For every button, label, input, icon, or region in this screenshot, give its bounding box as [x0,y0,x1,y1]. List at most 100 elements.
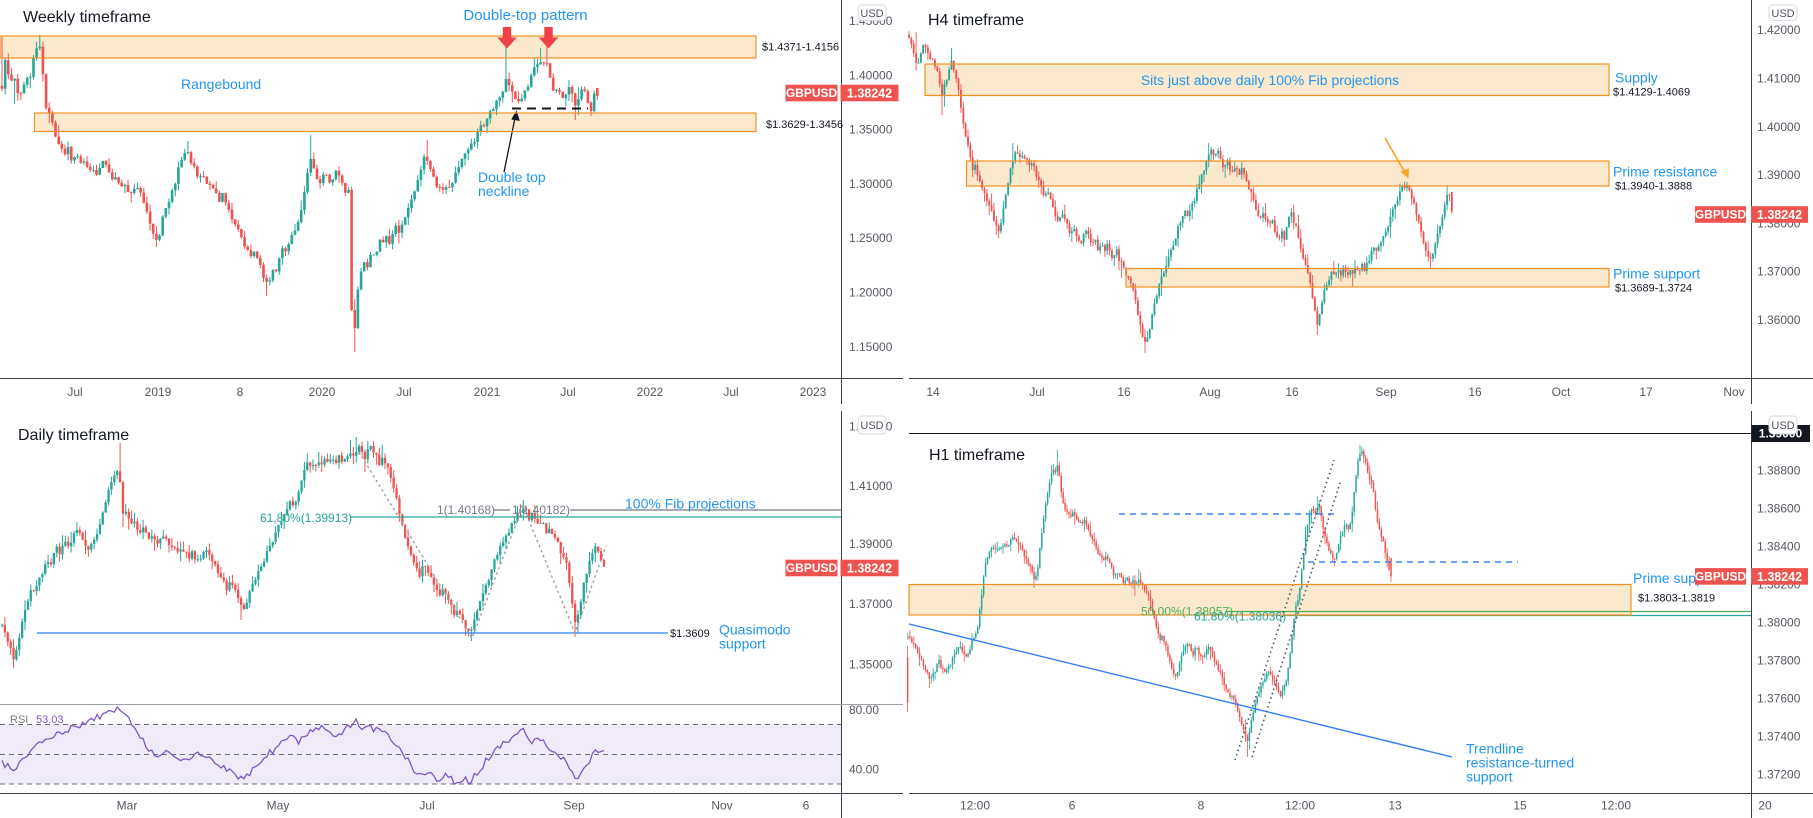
svg-text:Nov: Nov [711,799,732,813]
svg-text:8: 8 [237,385,244,399]
svg-text:GBPUSD: GBPUSD [1695,208,1747,222]
svg-text:1.38800: 1.38800 [1757,464,1801,478]
svg-text:Prime resistance: Prime resistance [1613,164,1717,180]
svg-text:$1.3609: $1.3609 [670,628,710,640]
svg-text:12:00: 12:00 [1285,799,1315,813]
svg-text:support: support [719,636,766,652]
svg-text:40.00: 40.00 [849,763,879,777]
svg-text:RSI: RSI [10,714,28,726]
svg-text:Sits just above daily 100% Fib: Sits just above daily 100% Fib projectio… [1141,72,1399,88]
svg-text:17: 17 [1639,385,1653,399]
svg-text:$1.3940-1.3888: $1.3940-1.3888 [1615,181,1692,193]
svg-text:12:00: 12:00 [960,799,990,813]
svg-text:16: 16 [1117,385,1131,399]
svg-text:Sep: Sep [1375,385,1397,399]
svg-text:1.38242: 1.38242 [1757,570,1802,584]
svg-text:1.37800: 1.37800 [1757,654,1801,668]
svg-text:Jul: Jul [396,385,411,399]
svg-text:1.37000: 1.37000 [849,597,893,611]
svg-text:6: 6 [1069,799,1076,813]
svg-text:H1 timeframe: H1 timeframe [929,447,1025,464]
svg-text:Weekly timeframe: Weekly timeframe [23,9,151,26]
svg-text:1.36000: 1.36000 [1757,313,1801,327]
svg-text:Sep: Sep [563,799,585,813]
svg-text:Double-top pattern: Double-top pattern [463,7,587,24]
svg-text:13: 13 [1388,799,1402,813]
svg-text:61.80%(1.38036): 61.80%(1.38036) [1194,610,1286,624]
svg-text:2021: 2021 [474,385,501,399]
svg-text:1.37600: 1.37600 [1757,692,1801,706]
svg-text:2019: 2019 [145,385,172,399]
svg-text:1.37200: 1.37200 [1757,768,1801,782]
svg-text:100% Fib projections: 100% Fib projections [625,496,756,512]
svg-text:H4 timeframe: H4 timeframe [928,12,1024,29]
svg-text:16: 16 [1468,385,1482,399]
svg-text:neckline: neckline [478,183,530,199]
svg-text:Aug: Aug [1199,385,1220,399]
svg-text:Jul: Jul [67,385,82,399]
svg-text:Jul: Jul [723,385,738,399]
svg-text:1.15000: 1.15000 [849,340,893,354]
svg-text:1.37000: 1.37000 [1757,265,1801,279]
svg-text:$1.3629-1.3456: $1.3629-1.3456 [766,119,843,131]
svg-text:12:00: 12:00 [1601,799,1631,813]
svg-text:USD: USD [1771,420,1794,432]
svg-text:resistance-turned: resistance-turned [1466,755,1574,771]
svg-text:Quasimodo: Quasimodo [719,622,791,638]
svg-text:1.25000: 1.25000 [849,231,893,245]
svg-text:Oct: Oct [1552,385,1571,399]
svg-text:USD: USD [860,8,883,20]
svg-text:2022: 2022 [637,385,664,399]
svg-text:16: 16 [1285,385,1299,399]
svg-text:$1.4371-1.4156: $1.4371-1.4156 [762,42,839,54]
svg-text:1.38242: 1.38242 [847,86,892,100]
svg-text:GBPUSD: GBPUSD [1695,570,1747,584]
svg-text:1.38242: 1.38242 [847,561,892,575]
svg-text:GBPUSD: GBPUSD [786,86,838,100]
svg-text:Jul: Jul [1029,385,1044,399]
svg-text:1(1.40182): 1(1.40182) [512,503,570,517]
svg-text:Rangebound: Rangebound [181,76,261,92]
svg-text:1.35000: 1.35000 [849,123,893,137]
svg-text:8: 8 [1198,799,1205,813]
svg-text:1(1.40168): 1(1.40168) [437,503,495,517]
svg-text:80.00: 80.00 [849,703,879,717]
svg-text:Supply: Supply [1615,70,1658,86]
svg-text:1.39000: 1.39000 [1757,168,1801,182]
svg-text:1.35000: 1.35000 [849,658,893,672]
svg-text:1.38000: 1.38000 [1757,616,1801,630]
svg-text:USD: USD [1771,8,1794,20]
svg-text:1.38400: 1.38400 [1757,540,1801,554]
svg-text:1.40000: 1.40000 [1757,120,1801,134]
svg-text:1.41000: 1.41000 [1757,72,1801,86]
svg-text:USD: USD [860,420,883,432]
svg-text:1.20000: 1.20000 [849,286,893,300]
svg-text:$1.3689-1.3724: $1.3689-1.3724 [1615,283,1692,295]
svg-text:Daily timeframe: Daily timeframe [18,427,129,444]
svg-text:Jul: Jul [419,799,434,813]
svg-text:2023: 2023 [800,385,827,399]
svg-text:1.41000: 1.41000 [849,479,893,493]
svg-text:14: 14 [926,385,940,399]
svg-text:$1.3803-1.3819: $1.3803-1.3819 [1638,593,1715,605]
svg-text:61,80%(1.39913): 61,80%(1.39913) [260,511,352,525]
svg-text:50.00%(1.38057): 50.00%(1.38057) [1141,605,1233,619]
svg-text:Nov: Nov [1723,385,1744,399]
svg-text:2020: 2020 [309,385,336,399]
svg-text:1.42000: 1.42000 [1757,23,1801,37]
svg-text:support: support [1466,769,1513,785]
svg-text:1.37400: 1.37400 [1757,730,1801,744]
svg-text:1.38600: 1.38600 [1757,502,1801,516]
svg-text:$1.4129-1.4069: $1.4129-1.4069 [1613,87,1690,99]
svg-text:6: 6 [803,799,810,813]
svg-text:53.03: 53.03 [36,714,64,726]
svg-text:Jul: Jul [560,385,575,399]
svg-text:Prime support: Prime support [1613,266,1700,282]
svg-text:Mar: Mar [117,799,138,813]
svg-text:1.39000: 1.39000 [849,537,893,551]
svg-text:1.38242: 1.38242 [1757,208,1802,222]
svg-text:Trendline: Trendline [1466,741,1524,757]
svg-text:1.40000: 1.40000 [849,68,893,82]
svg-text:GBPUSD: GBPUSD [786,561,838,575]
svg-text:1.30000: 1.30000 [849,177,893,191]
